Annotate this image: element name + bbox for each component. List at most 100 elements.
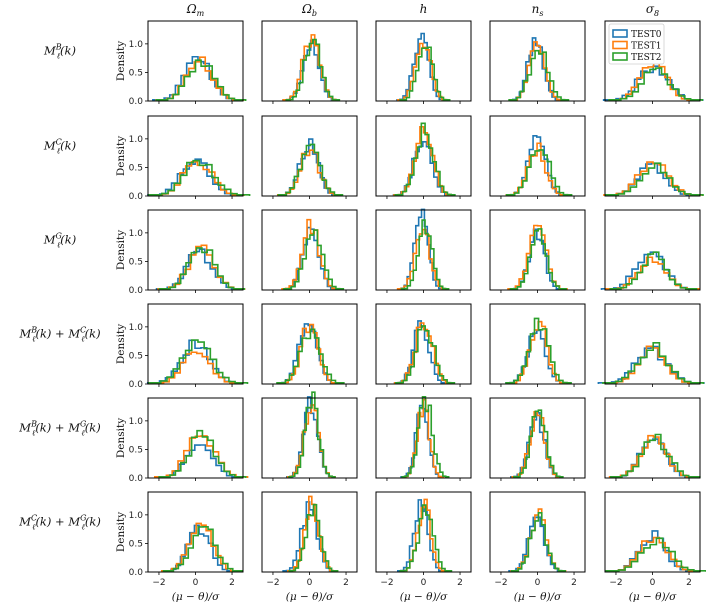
y-tick-label: 0.5 [129,539,143,549]
histogram-test2-r4-c1 [147,339,249,384]
x-tick-label: 2 [457,578,463,588]
y-tick-label: 1.0 [129,417,144,427]
y-tick-label: 0.5 [129,445,143,455]
histogram-test2-r3-c4 [509,228,567,290]
panel-frame-r2-c5 [604,115,701,197]
histogram-test2-r2-c5 [605,162,704,196]
histogram-test1-r5-c1 [154,435,249,478]
histogram-test0-r2-c1 [147,158,244,196]
column-title-3: h [420,2,428,16]
histogram-test1-r2-c2 [276,149,343,196]
histogram-test2-r5-c1 [158,429,247,478]
histogram-test2-r2-c4 [505,149,573,196]
row-label-4: MB ℓ(k) + MC ℓ(k) [18,326,100,344]
x-axis-label: (μ − θ)/σ [172,591,220,603]
histogram-test2-r1-c1 [155,59,247,101]
x-tick-label: 2 [571,578,577,588]
histogram-test0-r2-c2 [277,138,341,196]
histogram-test2-r1-c3 [399,46,451,101]
y-tick-label: 1.0 [129,229,144,239]
histogram-test0-r4-c5 [597,345,705,384]
panel-frame-r5-c4 [489,397,586,479]
legend-label-test0: TEST0 [631,30,662,40]
x-tick-label: 0 [307,578,313,588]
histogram-test1-r6-c1 [160,522,242,572]
histogram-test1-r1-c2 [282,34,341,101]
x-axis-label: (μ − θ)/σ [400,591,448,603]
y-axis-label: Density [115,136,127,176]
histogram-test2-r1-c2 [285,38,341,101]
legend-swatch-test1 [612,40,628,50]
y-axis-label: Density [115,512,127,552]
y-axis-label: Density [115,324,127,364]
panel-frame-r4-c4 [489,303,586,385]
y-tick-label: 1.0 [129,511,144,521]
row-label-3: MG ℓ(k) [43,232,76,250]
x-tick-label: 0 [650,578,656,588]
y-tick-label: 0.5 [129,163,143,173]
histogram-test2-r1-c5 [608,67,704,101]
histogram-test0-r3-c1 [155,248,244,290]
row-label-5: MB ℓ(k) + MG ℓ(k) [18,420,100,438]
histogram-test2-r4-c3 [395,325,456,384]
legend-label-test2: TEST2 [631,53,661,63]
y-tick-label: 0.0 [129,474,144,484]
panel-frame-r3-c2 [261,209,358,291]
y-tick-label: 0.5 [129,351,143,361]
x-tick-label: 2 [686,578,692,588]
x-axis-label: (μ − θ)/σ [514,591,562,603]
panel-frame-r2-c1 [147,115,244,197]
x-tick-label: 0 [535,578,541,588]
histogram-test2-r3-c2 [283,229,345,290]
legend-label-test1: TEST1 [631,42,661,52]
histogram-test0-r1-c5 [602,65,704,101]
panel-frame-r1-c4 [489,20,586,102]
legend-box [608,23,665,65]
column-title-5: σ8 [646,2,659,18]
y-tick-label: 0.5 [129,257,143,267]
histogram-test0-r3-c3 [397,208,446,290]
y-tick-label: 0.0 [129,97,144,107]
histogram-test2-r6-c5 [605,537,706,572]
x-tick-label: −2 [494,578,507,588]
histogram-test2-r4-c2 [276,328,345,384]
histogram-test2-r5-c5 [610,433,701,478]
y-axis-label: Density [115,418,127,458]
histogram-test1-r2-c4 [505,142,569,196]
panel-frame-r3-c5 [604,209,701,291]
histogram-test2-r3-c5 [609,251,698,290]
histogram-test1-r2-c5 [603,161,703,196]
y-tick-label: 1.0 [129,323,144,333]
histogram-test0-r6-c5 [606,530,698,572]
histogram-test2-r2-c1 [148,159,251,196]
column-title-2: Ωb [301,2,317,18]
histogram-test2-r2-c2 [277,143,344,196]
panel-frame-r4-c3 [375,303,472,385]
histogram-test0-r1-c1 [152,55,244,101]
x-tick-label: 0 [193,578,199,588]
histogram-test2-r3-c1 [158,247,246,290]
histogram-test2-r1-c4 [508,49,570,101]
histogram-test2-r4-c5 [602,341,705,384]
panel-frame-r1-c2 [261,20,358,102]
x-axis-label: (μ − θ)/σ [629,591,677,603]
panel-frame-r4-c2 [261,303,358,385]
panel-frame-r3-c4 [489,209,586,291]
x-tick-label: 2 [229,578,235,588]
histogram-test2-r6-c3 [399,504,453,572]
x-tick-label: 2 [343,578,349,588]
column-title-4: ns [532,2,544,18]
panel-frame-r3-c3 [375,209,472,291]
x-tick-label: −2 [152,578,165,588]
y-tick-label: 1.0 [129,135,144,145]
x-tick-label: 0 [421,578,427,588]
histogram-test2-r6-c1 [162,526,244,572]
y-tick-label: 0.5 [129,68,143,78]
histogram-test2-r3-c3 [400,219,450,290]
histogram-test2-r4-c4 [505,317,572,384]
histogram-test1-r5-c3 [402,398,445,478]
histogram-test2-r6-c2 [288,503,339,572]
y-axis-label: Density [115,230,127,270]
histogram-test1-r4-c1 [151,351,242,384]
